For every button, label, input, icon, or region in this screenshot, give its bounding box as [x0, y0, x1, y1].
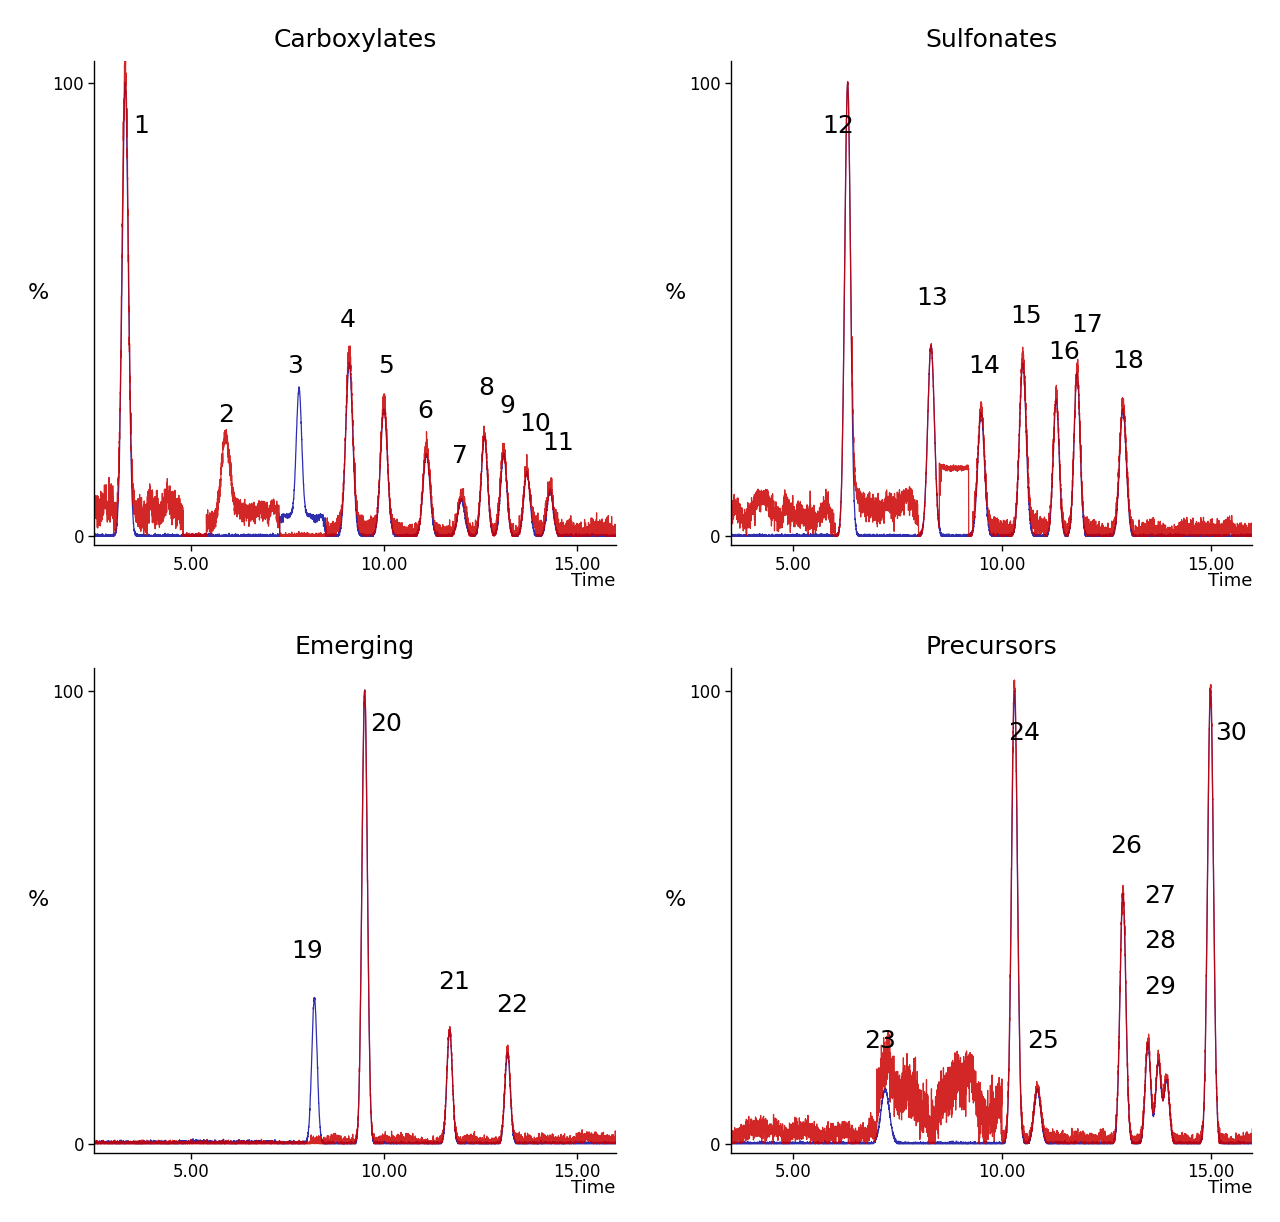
Text: 30: 30 [1215, 721, 1247, 745]
Y-axis label: %: % [28, 891, 49, 910]
Text: 22: 22 [495, 992, 527, 1017]
Text: Time: Time [571, 1179, 616, 1198]
Y-axis label: %: % [28, 284, 49, 303]
Text: 14: 14 [969, 353, 1001, 378]
Title: Sulfonates: Sulfonates [925, 28, 1057, 51]
Text: 5: 5 [378, 353, 394, 378]
Text: 1: 1 [133, 114, 148, 138]
Text: 8: 8 [479, 376, 494, 401]
Text: Time: Time [1208, 1179, 1252, 1198]
Text: 28: 28 [1144, 930, 1176, 953]
Text: 18: 18 [1112, 349, 1144, 373]
Title: Precursors: Precursors [925, 635, 1057, 660]
Text: 10: 10 [520, 413, 550, 436]
Title: Carboxylates: Carboxylates [274, 28, 436, 51]
Text: Time: Time [571, 572, 616, 590]
Text: 27: 27 [1144, 885, 1175, 908]
Text: 9: 9 [499, 395, 516, 418]
Text: 25: 25 [1027, 1029, 1059, 1053]
Text: 6: 6 [417, 398, 433, 423]
Text: 23: 23 [864, 1029, 896, 1053]
Y-axis label: %: % [664, 891, 686, 910]
Text: 7: 7 [452, 444, 467, 468]
Text: Time: Time [1208, 572, 1252, 590]
Text: 11: 11 [543, 430, 573, 455]
Text: 19: 19 [292, 938, 323, 963]
Text: 21: 21 [438, 970, 470, 995]
Text: 3: 3 [288, 353, 303, 378]
Text: 17: 17 [1071, 313, 1102, 337]
Text: 4: 4 [339, 308, 356, 332]
Title: Emerging: Emerging [294, 635, 415, 660]
Text: 24: 24 [1009, 721, 1041, 745]
Y-axis label: %: % [664, 284, 686, 303]
Text: 13: 13 [916, 286, 948, 309]
Text: 26: 26 [1111, 835, 1143, 858]
Text: 20: 20 [370, 712, 402, 736]
Text: 12: 12 [823, 114, 855, 138]
Text: 29: 29 [1144, 975, 1175, 998]
Text: 15: 15 [1010, 304, 1042, 327]
Text: 16: 16 [1048, 340, 1080, 364]
Text: 2: 2 [218, 403, 234, 428]
